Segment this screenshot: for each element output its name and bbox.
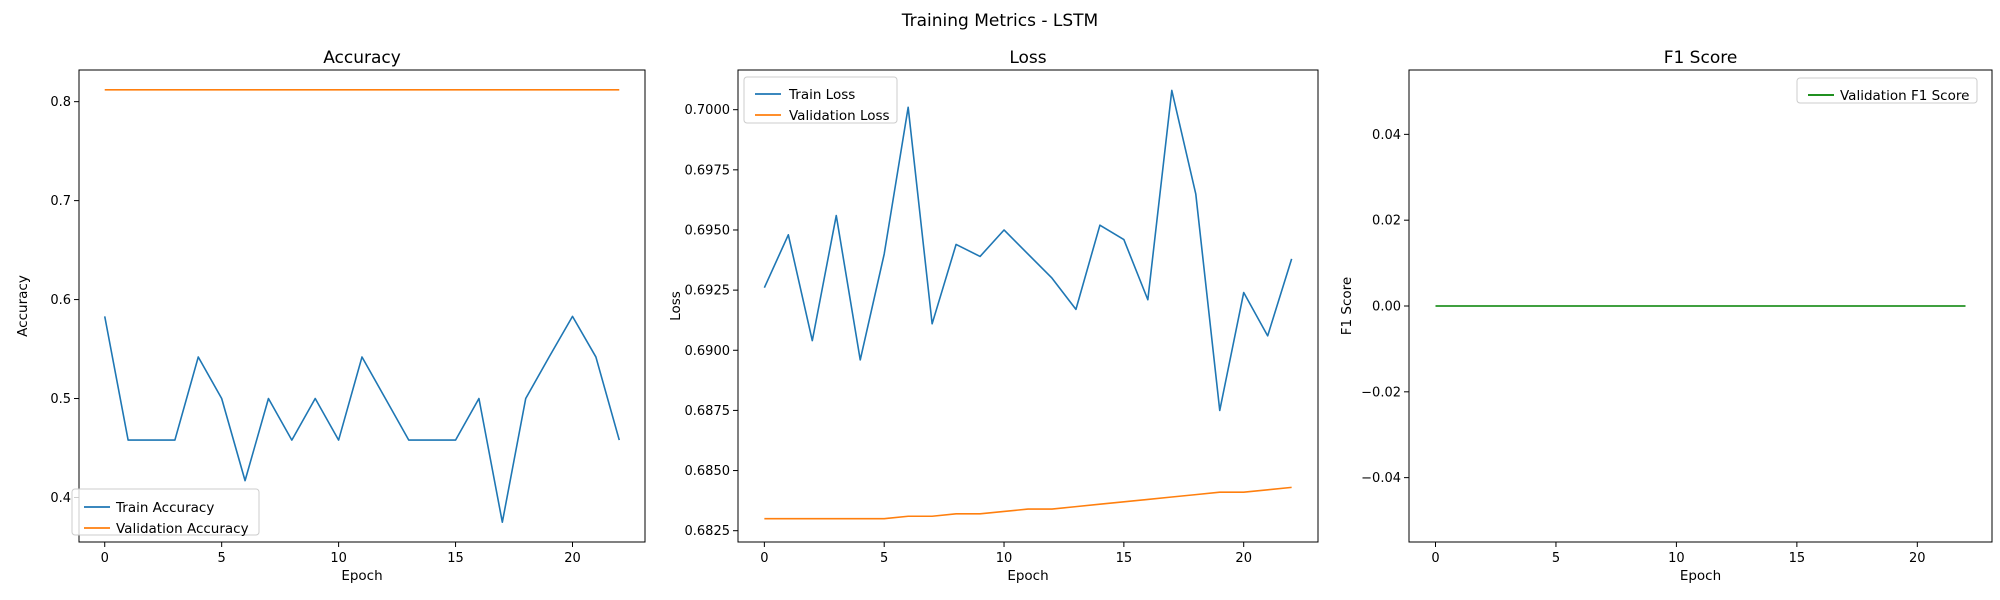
legend-box (71, 488, 260, 536)
series-line-2 (764, 486, 1292, 520)
x-axis-label: Epoch (341, 568, 382, 584)
x-tick-label: 0 (101, 551, 109, 566)
y-axis-label: F1 Score (1339, 277, 1355, 335)
legend-label: Train Loss (788, 87, 855, 103)
x-tick-label: 5 (880, 551, 888, 566)
subplot-1: Accuracy 0 5 10 15 20 0.4 0.5 0.6 0.7 0.8 Epoch Accu… (15, 48, 646, 584)
subplot-title: F1 Score (1664, 48, 1738, 68)
y-axis-label: Accuracy (15, 275, 31, 337)
x-tick-label: 10 (1668, 551, 1685, 566)
x-axis-label: Epoch (1007, 568, 1048, 584)
x-tick-label: 20 (1235, 551, 1252, 566)
y-tick-label: 0.6975 (685, 163, 731, 178)
y-tick-label: 0.7 (50, 194, 71, 209)
y-tick-label: 0.6 (50, 293, 71, 308)
legend: Train Accuracy Validation Accuracy (71, 488, 260, 537)
y-tick-label: 0.7000 (685, 103, 731, 118)
y-tick-label: 0.6900 (685, 344, 731, 359)
figure-title: Training Metrics - LSTM (901, 11, 1098, 31)
x-tick-label: 0 (1431, 551, 1439, 566)
subplot-title: Loss (1009, 48, 1046, 68)
legend-label: Validation F1 Score (1840, 88, 1969, 104)
legend-label: Train Accuracy (115, 500, 214, 516)
x-tick-label: 10 (996, 551, 1013, 566)
subplot-3: F1 Score 0 5 10 15 20 −0.04 −0.02 0.00 0.02 0.04 Ep… (1339, 48, 1993, 584)
subplot-title: Accuracy (323, 48, 401, 68)
y-tick-label: 0.6950 (685, 223, 731, 238)
y-tick-label: 0.04 (1372, 128, 1401, 143)
series-line-1 (763, 89, 1293, 412)
y-tick-label: 0.6850 (685, 464, 731, 479)
x-tick-label: 0 (760, 551, 768, 566)
x-tick-label: 10 (330, 551, 347, 566)
legend-box (743, 76, 898, 124)
x-tick-label: 5 (218, 551, 226, 566)
y-tick-label: 0.02 (1372, 214, 1401, 229)
y-tick-label: 0.6825 (685, 524, 731, 539)
y-tick-label: 0.00 (1372, 300, 1401, 315)
x-tick-label: 5 (1552, 551, 1560, 566)
series-line-1 (103, 315, 621, 524)
x-tick-label: 20 (1909, 551, 1926, 566)
y-tick-label: 0.6925 (685, 284, 731, 299)
y-tick-label: 0.6875 (685, 404, 731, 419)
x-tick-label: 15 (1116, 551, 1133, 566)
plot-frame (78, 69, 646, 543)
plot-frame (737, 69, 1319, 543)
x-tick-label: 15 (447, 551, 464, 566)
x-axis-label: Epoch (1680, 568, 1721, 584)
y-tick-label: 0.4 (50, 491, 71, 506)
y-tick-label: −0.02 (1361, 385, 1401, 400)
legend: Train Loss Validation Loss (743, 76, 898, 124)
y-axis-label: Loss (668, 291, 684, 321)
x-tick-label: 15 (1789, 551, 1806, 566)
legend: Validation F1 Score (1796, 77, 1978, 104)
plot-frame (1408, 69, 1993, 543)
x-tick-label: 20 (564, 551, 581, 566)
y-tick-label: 0.5 (50, 392, 71, 407)
subplot-2: Loss 0 5 10 15 20 0.6825 0.6850 0.6875 0.6900 0.69… (668, 48, 1319, 584)
legend-label: Validation Loss (789, 108, 890, 124)
legend-label: Validation Accuracy (116, 521, 249, 537)
y-tick-label: 0.8 (50, 95, 71, 110)
legend-box (1796, 77, 1978, 104)
y-tick-label: −0.04 (1361, 471, 1401, 486)
